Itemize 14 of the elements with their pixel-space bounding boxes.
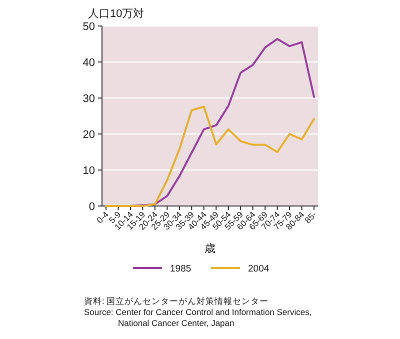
y-tick-label: 0 (88, 201, 95, 213)
y-tick-label: 40 (82, 57, 95, 69)
y-tick-label: 30 (82, 93, 95, 105)
y-tick-label: 20 (82, 129, 95, 141)
legend-label: 2004 (248, 264, 270, 274)
y-axis-title: 人口10万対 (88, 7, 144, 20)
legend-label: 1985 (170, 264, 192, 274)
x-tick-label: 85- (302, 209, 319, 226)
text: 資料: 国立がんセンターがん対策情報センター (84, 296, 270, 307)
line-series (105, 106, 315, 207)
x-axis-title: 歳 (204, 242, 216, 255)
y-tick-label: 50 (82, 21, 95, 33)
y-tick-label: 10 (82, 165, 95, 177)
source-note: Source: Center for Cancer Control and Information Services, National Cancer Center, Japan (84, 307, 313, 329)
